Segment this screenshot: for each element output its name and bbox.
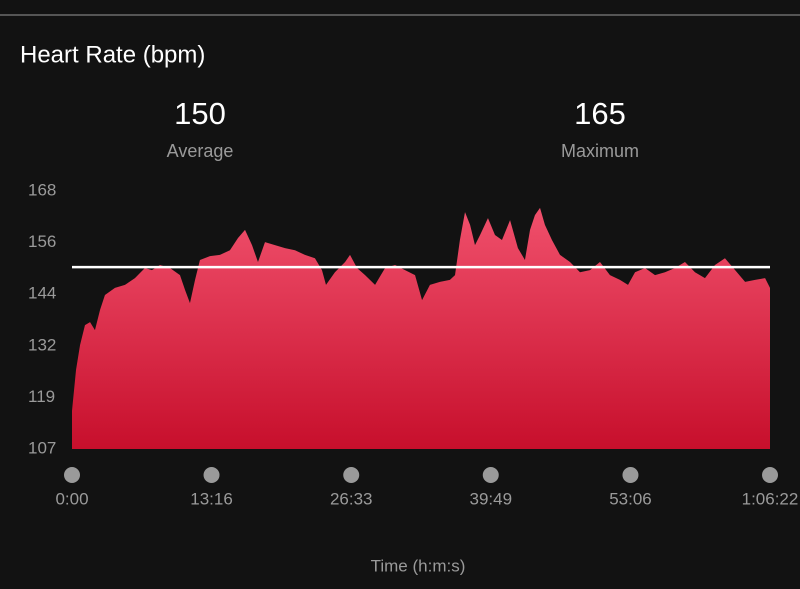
chart-title: Heart Rate (bpm) xyxy=(20,41,205,68)
y-tick-label: 156 xyxy=(28,232,56,251)
x-tick-label: 13:16 xyxy=(190,489,233,508)
y-tick-label: 168 xyxy=(28,180,56,199)
x-tick-label: 53:06 xyxy=(609,489,652,508)
stat-value: 150 xyxy=(174,96,226,131)
x-tick-dot xyxy=(203,467,220,483)
y-tick-label: 119 xyxy=(28,387,55,406)
x-tick-dot xyxy=(64,467,80,483)
stat-label: Maximum xyxy=(561,141,639,161)
stat-label: Average xyxy=(167,141,234,161)
y-tick-label: 144 xyxy=(28,284,56,303)
x-tick-label: 0:00 xyxy=(55,489,88,508)
x-tick-dot xyxy=(762,467,778,483)
y-tick-label: 132 xyxy=(28,335,56,354)
y-tick-label: 107 xyxy=(28,438,56,457)
x-tick-label: 1:06:22 xyxy=(742,489,799,508)
stat-value: 165 xyxy=(574,96,626,131)
x-tick-label: 26:33 xyxy=(330,489,373,508)
x-tick-dot xyxy=(622,467,639,483)
heart-rate-area xyxy=(72,207,770,449)
x-tick-dot xyxy=(343,467,360,483)
x-tick-dot xyxy=(482,467,499,483)
x-tick-label: 39:49 xyxy=(469,489,512,508)
x-axis-label: Time (h:m:s) xyxy=(371,556,466,575)
